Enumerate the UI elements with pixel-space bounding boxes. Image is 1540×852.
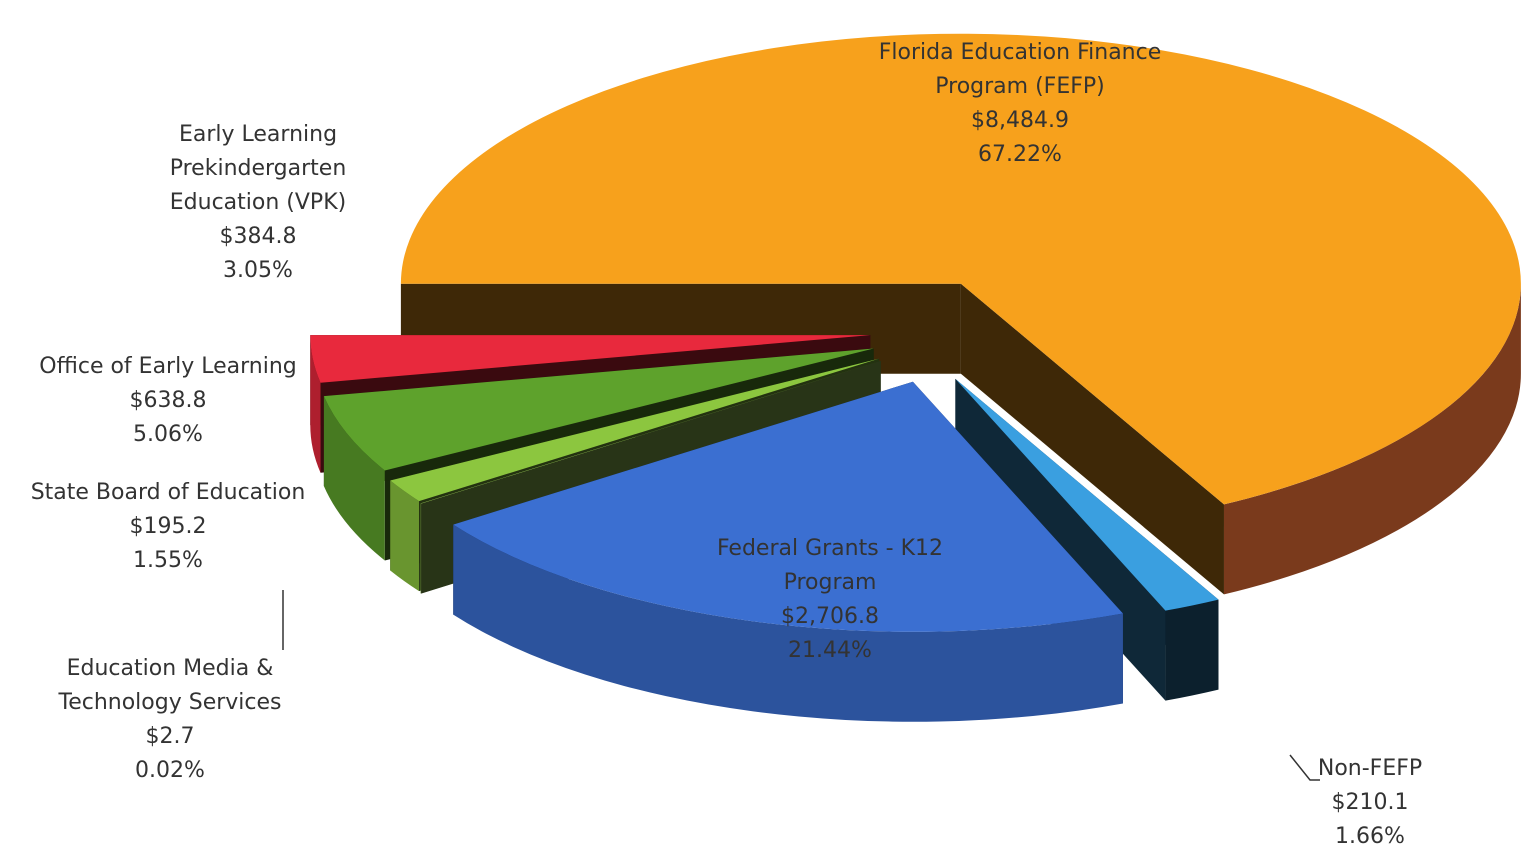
label-value: $638.8	[129, 388, 207, 413]
label-percent: 67.22%	[978, 142, 1062, 167]
leader-line	[1289, 754, 1320, 781]
label-percent: 1.66%	[1335, 824, 1405, 849]
label-percent: 5.06%	[133, 422, 203, 447]
slice-top	[390, 358, 880, 502]
slice-label: Florida Education Finance Program (FEFP)…	[830, 36, 1210, 172]
slice-wall	[960, 283, 1224, 595]
slice-side	[323, 396, 385, 561]
slice-label: Education Media & Technology Services $2.…	[30, 652, 310, 788]
label-percent: 0.02%	[135, 758, 205, 783]
label-name: Florida Education Finance Program (FEFP)	[878, 40, 1162, 99]
label-value: $195.2	[129, 514, 207, 539]
slice-top	[955, 378, 1219, 611]
slice-label: Federal Grants - K12 Program $2,706.8 21.4…	[680, 532, 980, 668]
label-name: Education Media & Technology Services	[58, 656, 282, 715]
slice-side	[1223, 283, 1521, 595]
slice-top	[453, 381, 1123, 632]
label-name: Early Learning Prekindergarten Education…	[169, 122, 347, 215]
pie-slice	[453, 381, 1123, 722]
label-name: State Board of Education	[30, 480, 306, 505]
label-percent: 3.05%	[223, 258, 293, 283]
slice-top	[400, 33, 1521, 505]
label-value: $210.1	[1331, 790, 1409, 815]
label-percent: 21.44%	[788, 638, 872, 663]
slice-side	[390, 480, 420, 592]
slice-top	[323, 348, 874, 471]
slice-wall	[323, 348, 874, 487]
slice-side	[1165, 599, 1219, 701]
slice-label: Non-FEFP $210.1 1.66%	[1270, 752, 1470, 852]
slice-label: Early Learning Prekindergarten Education…	[138, 118, 378, 288]
slice-label: State Board of Education $195.2 1.55%	[0, 476, 348, 578]
label-name: Non-FEFP	[1317, 756, 1423, 781]
slice-side	[453, 524, 1123, 722]
label-name: Office of Early Learning	[39, 354, 297, 379]
label-value: $384.8	[219, 224, 297, 249]
label-percent: 1.55%	[133, 548, 203, 573]
label-value: $2,706.8	[781, 604, 879, 629]
slice-top	[310, 335, 871, 383]
slice-top	[420, 360, 881, 504]
label-value: $8,484.9	[971, 108, 1069, 133]
slice-label: Office of Early Learning $638.8 5.06%	[0, 350, 348, 452]
label-name: Federal Grants - K12 Program	[716, 536, 944, 595]
slice-side	[310, 335, 321, 473]
label-value: $2.7	[145, 724, 195, 749]
